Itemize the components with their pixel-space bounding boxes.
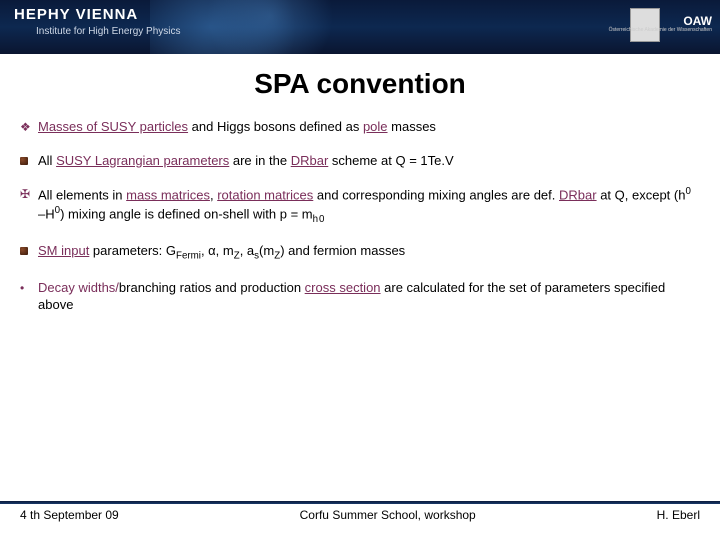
b3-h: –H (38, 206, 55, 221)
footer-divider (0, 501, 720, 504)
square-bullet-icon (20, 243, 28, 259)
footer: 4 th September 09 Corfu Summer School, w… (0, 508, 720, 522)
b1-text-d: masses (388, 119, 436, 134)
b3-a: All elements in (38, 187, 126, 202)
b3-e: and corresponding mixing angles are def. (313, 187, 559, 202)
diamond-bullet-icon: ❖ (20, 119, 31, 135)
content-area: ❖ Masses of SUSY particles and Higgs bos… (0, 100, 720, 314)
header-banner: HEPHY VIENNA Institute for High Energy P… (0, 0, 720, 54)
bullet-2: All SUSY Lagrangian parameters are in th… (20, 152, 700, 170)
b4-d: , a (240, 243, 254, 258)
b3-g: at Q, except (h (597, 187, 686, 202)
slide-title: SPA convention (0, 68, 720, 100)
b3-sub-h: h (313, 214, 318, 225)
b4-f: ) and fermion masses (280, 243, 405, 258)
b3-sup1: 0 (685, 186, 690, 197)
b3-d: rotation matrices (217, 187, 313, 202)
dot-bullet-icon: • (20, 280, 24, 296)
b1-text-b: and Higgs bosons defined as (188, 119, 363, 134)
b4-a: SM input (38, 243, 89, 258)
b4-c: , α, m (201, 243, 234, 258)
b2-e: scheme at Q = 1Te.V (328, 153, 453, 168)
b4-sub-fermi: Fermi (176, 251, 201, 262)
oaw-logo-icon (630, 8, 660, 42)
square-bullet-icon (20, 153, 28, 169)
b5-b: branching ratios and (119, 280, 237, 295)
b4-e: (m (259, 243, 274, 258)
b5-d: cross section (305, 280, 381, 295)
maltese-bullet-icon: ✠ (20, 186, 30, 202)
b2-a: All (38, 153, 56, 168)
b3-f: DRbar (559, 187, 597, 202)
b1-text-a: Masses of SUSY particles (38, 119, 188, 134)
bullet-3: ✠ All elements in mass matrices, rotatio… (20, 185, 700, 226)
oaw-subtitle: Österreichische Akademie der Wissenschaf… (609, 28, 712, 34)
b5-c: production (237, 280, 305, 295)
b4-b: parameters: G (89, 243, 176, 258)
b5-a: Decay widths/ (38, 280, 119, 295)
bullet-1: ❖ Masses of SUSY particles and Higgs bos… (20, 118, 700, 136)
b3-sub-0: 0 (319, 214, 324, 225)
b1-text-c: pole (363, 119, 388, 134)
b3-b: mass matrices (126, 187, 210, 202)
org-name: HEPHY VIENNA (14, 6, 138, 23)
b2-c: are in the (229, 153, 290, 168)
bullet-4: SM input parameters: GFermi, α, mZ, as(m… (20, 242, 700, 263)
footer-venue: Corfu Summer School, workshop (119, 508, 657, 522)
b2-b: SUSY Lagrangian parameters (56, 153, 229, 168)
footer-date: 4 th September 09 (20, 508, 119, 522)
oaw-text: OAW (683, 14, 712, 28)
footer-author: H. Eberl (657, 508, 700, 522)
b2-d: DRbar (291, 153, 329, 168)
b3-i: ) mixing angle is defined on-shell with … (60, 206, 313, 221)
bullet-5: • Decay widths/branching ratios and prod… (20, 279, 700, 314)
org-subtitle: Institute for High Energy Physics (36, 26, 181, 37)
